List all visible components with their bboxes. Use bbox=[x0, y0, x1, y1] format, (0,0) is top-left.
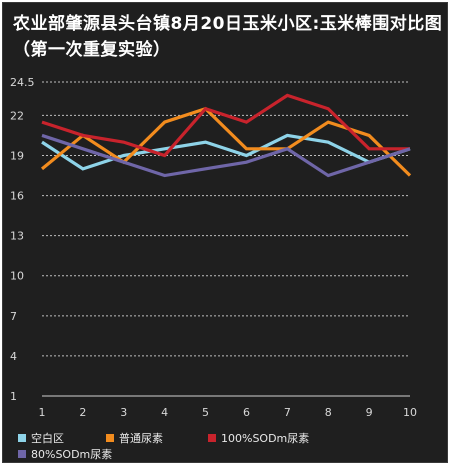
legend-item: 普通尿素 bbox=[106, 430, 163, 446]
legend-label: 空白区 bbox=[31, 432, 64, 445]
legend-label: 80%SODm尿素 bbox=[31, 448, 113, 461]
legend-item: 80%SODm尿素 bbox=[18, 446, 112, 462]
x-tick-label: 4 bbox=[161, 406, 168, 419]
chart-title: 农业部肇源县头台镇8月20日玉米小区:玉米棒围对比图（第一次重复实验） bbox=[13, 14, 443, 60]
y-tick-label: 22 bbox=[10, 109, 24, 122]
legend-label: 普通尿素 bbox=[119, 432, 163, 445]
legend-item: 空白区 bbox=[18, 430, 64, 446]
x-tick-label: 1 bbox=[39, 406, 46, 419]
x-tick-label: 2 bbox=[79, 406, 86, 419]
series-line-4 bbox=[41, 133, 411, 178]
series-line-3 bbox=[41, 93, 410, 158]
y-tick-label: 4 bbox=[10, 350, 17, 363]
x-tick-label: 3 bbox=[120, 406, 127, 419]
x-tick-label: 10 bbox=[403, 406, 417, 419]
x-tick-label: 5 bbox=[202, 406, 209, 419]
legend-swatch bbox=[208, 434, 216, 442]
x-tick-label: 7 bbox=[284, 406, 291, 419]
x-tick-label: 6 bbox=[243, 406, 250, 419]
legend-swatch bbox=[18, 434, 26, 442]
y-tick-label: 7 bbox=[10, 310, 17, 323]
chart-frame: 农业部肇源县头台镇8月20日玉米小区:玉米棒围对比图（第一次重复实验） bbox=[2, 2, 448, 463]
y-tick-label: 24.5 bbox=[10, 76, 35, 89]
legend-swatch bbox=[18, 450, 26, 458]
y-tick-label: 16 bbox=[10, 190, 24, 203]
series-line-1 bbox=[41, 133, 411, 171]
x-tick-label: 9 bbox=[366, 406, 373, 419]
legend-item: 100%SODm尿素 bbox=[208, 430, 309, 446]
x-tick-label: 8 bbox=[325, 406, 332, 419]
legend-label: 100%SODm尿素 bbox=[221, 432, 310, 445]
legend-swatch bbox=[106, 434, 114, 442]
y-tick-label: 13 bbox=[10, 230, 24, 243]
y-tick-label: 10 bbox=[10, 270, 24, 283]
y-tick-label: 19 bbox=[10, 149, 24, 162]
y-tick-label: 1 bbox=[10, 390, 17, 403]
